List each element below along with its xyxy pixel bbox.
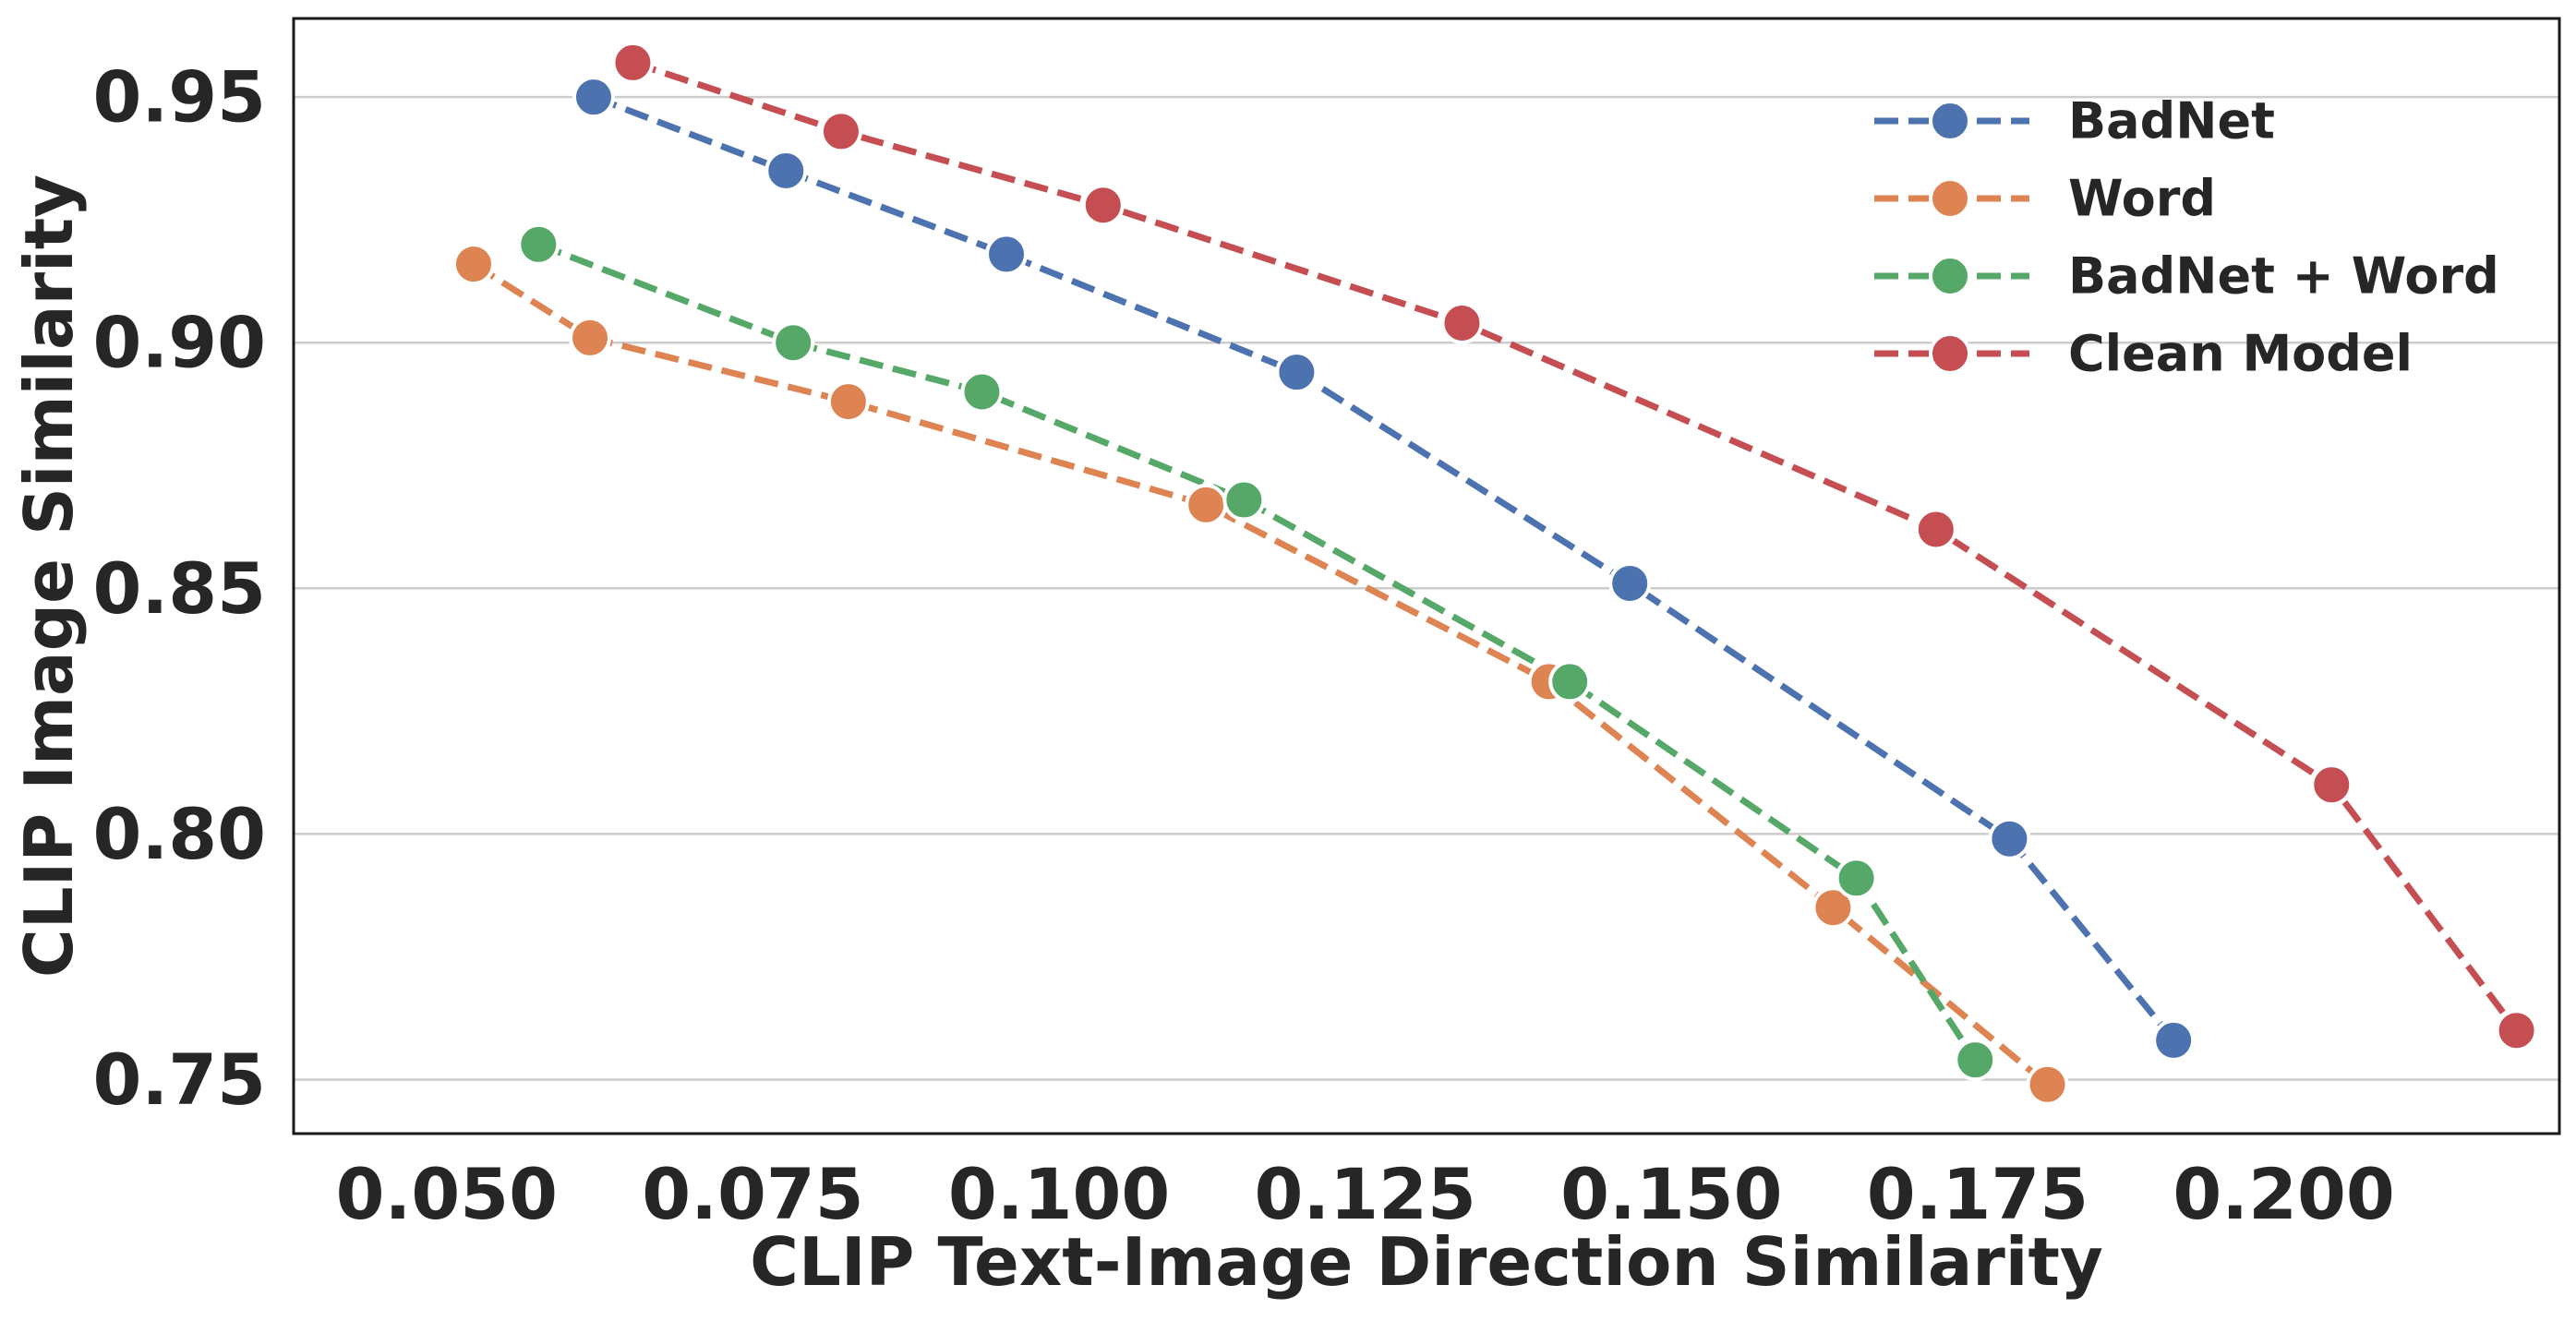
y-tick-labels: 0.75 0.80 0.85 0.90 0.95 [92, 56, 266, 1121]
y-axis-title: CLIP Image Similarity [10, 174, 88, 978]
data-point [1914, 508, 1957, 551]
data-point [764, 149, 808, 192]
legend-label: Word [2068, 170, 2216, 228]
x-axis-title: CLIP Text-Image Direction Similarity [750, 1223, 2103, 1301]
x-tick-label: 0.075 [642, 1153, 863, 1235]
data-point [569, 316, 612, 359]
x-tick-label: 0.175 [1867, 1153, 2088, 1235]
series-markers [451, 41, 2538, 1106]
data-point [451, 243, 495, 286]
data-point [960, 370, 1004, 414]
legend-marker [1929, 332, 1971, 375]
data-point [1954, 1039, 1997, 1082]
x-tick-label: 0.125 [1254, 1153, 1475, 1235]
x-tick-label: 0.050 [336, 1153, 558, 1235]
data-point [1440, 301, 1484, 344]
data-point [2026, 1063, 2069, 1106]
legend-marker [1929, 100, 1971, 142]
plot-frame [292, 17, 2561, 1135]
legend-label: BadNet [2068, 92, 2275, 150]
x-tick-label: 0.150 [1560, 1153, 1782, 1235]
y-tick-label: 0.90 [92, 302, 266, 384]
data-point [1988, 817, 2031, 860]
grid-lines [294, 95, 2559, 1081]
y-tick-label: 0.95 [92, 56, 266, 138]
data-point [2495, 1009, 2538, 1052]
data-point [1275, 351, 1318, 394]
y-tick-label: 0.85 [92, 547, 266, 630]
y-tick-label: 0.75 [92, 1039, 266, 1121]
data-point [1081, 184, 1125, 227]
legend-marker [1929, 255, 1971, 297]
data-point [2152, 1018, 2196, 1062]
data-point [985, 233, 1029, 276]
legend-label: BadNet + Word [2068, 247, 2499, 306]
data-point [2310, 763, 2353, 807]
data-point [819, 110, 862, 153]
legend-marker [1929, 177, 1971, 220]
y-tick-label: 0.80 [92, 793, 266, 875]
x-tick-labels: 0.050 0.075 0.100 0.125 0.150 0.175 0.200 [336, 1153, 2395, 1235]
data-point [1608, 561, 1652, 605]
data-point [826, 380, 870, 424]
data-point [1548, 660, 1592, 703]
data-point [772, 321, 815, 365]
data-point [1185, 483, 1228, 526]
data-point [517, 222, 560, 266]
data-point [572, 76, 615, 119]
x-tick-label: 0.200 [2173, 1153, 2394, 1235]
data-point [611, 41, 655, 84]
data-point [1835, 857, 1878, 900]
legend-label: Clean Model [2068, 325, 2413, 383]
data-point [1222, 478, 1266, 522]
legend: BadNet Word BadNet + Word Clean Model [1874, 92, 2499, 383]
data-point [1812, 886, 1855, 930]
x-tick-label: 0.100 [948, 1153, 1170, 1235]
